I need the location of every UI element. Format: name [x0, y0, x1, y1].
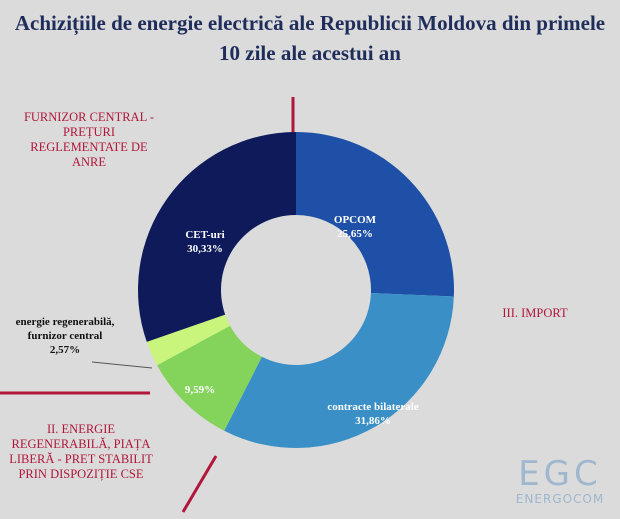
slice-label: contracte bilaterale 31,86%: [318, 400, 428, 428]
logo: EGC ENERGOCOM: [512, 456, 608, 506]
category-label: energie regenerabilă, furnizor central: [15, 316, 115, 342]
divider: [181, 455, 218, 513]
category-label: OPCOM: [333, 214, 377, 226]
annotation: FURNIZOR CENTRAL - PREȚURI REGLEMENTATE …: [23, 110, 155, 169]
slice-label: 9,59%: [170, 383, 230, 397]
value-label: 9,59%: [184, 384, 216, 396]
donut-segment: [224, 293, 454, 449]
value-label: 31,86%: [355, 415, 391, 427]
chart-title: Achizițiile de energie electrică ale Rep…: [14, 11, 606, 65]
donut-segment: [137, 132, 296, 342]
slice-label: OPCOM 25,65%: [300, 213, 410, 241]
logo-mark: EGC: [518, 454, 602, 494]
category-label: contracte bilaterale: [327, 401, 419, 413]
value-label: 25,65%: [337, 228, 373, 240]
category-label: CET-uri: [185, 229, 225, 241]
logo-name: ENERGOCOM: [515, 492, 605, 506]
value-label: 2,57%: [49, 344, 81, 356]
annotation: III. IMPORT: [502, 306, 568, 320]
value-label: 30,33%: [187, 243, 223, 255]
donut-segment: [296, 132, 455, 297]
slice-label: CET-uri 30,33%: [150, 228, 260, 256]
donut-segment: [157, 325, 262, 431]
donut-segment: [146, 314, 231, 366]
slice-label: energie regenerabilă, furnizor central 2,…: [10, 315, 120, 357]
annotation: II. ENERGIE REGENERABILĂ, PIAȚA LIBERĂ -…: [9, 422, 153, 481]
leader-line: [91, 361, 153, 369]
